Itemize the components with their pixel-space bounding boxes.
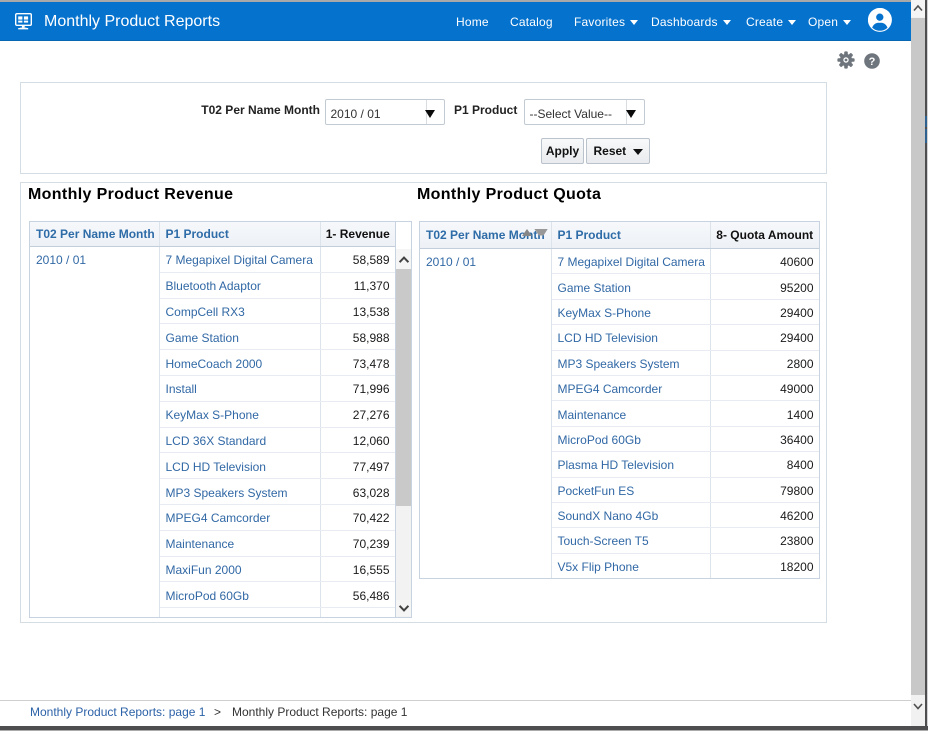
- svg-text:?: ?: [869, 56, 876, 68]
